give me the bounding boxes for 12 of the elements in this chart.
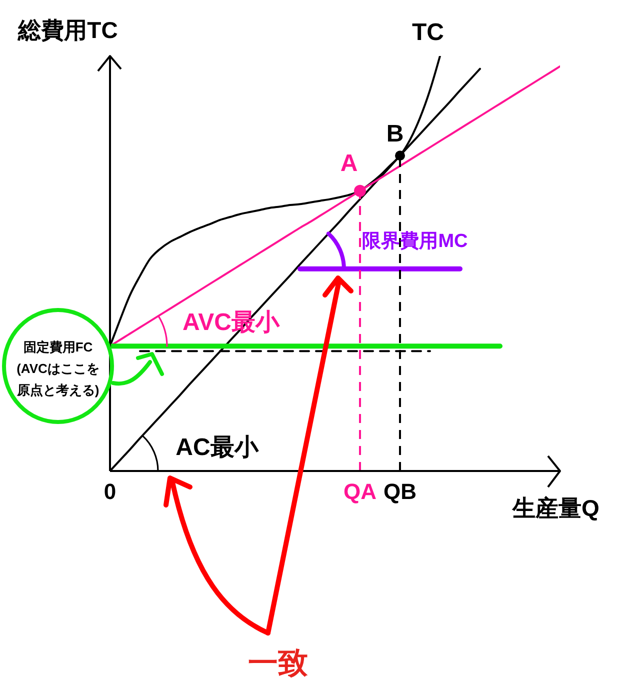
x-axis-title: 生産量Q [512,495,600,521]
text: 固定費用FC(AVCはここを原点と考える) [16,340,100,398]
text: 一致 [248,646,308,680]
annotation: 限界費用MC [362,229,468,252]
series-label: A [340,149,358,176]
series-label: TC [412,18,444,46]
y-axis-title: 総費用TC [17,17,118,43]
annotation: AC最小 [176,434,260,460]
x-tick-label: QA [344,478,377,504]
x-tick-label: QB [384,478,416,504]
series-label: B [386,120,404,148]
x-tick-label: 0 [104,478,116,504]
